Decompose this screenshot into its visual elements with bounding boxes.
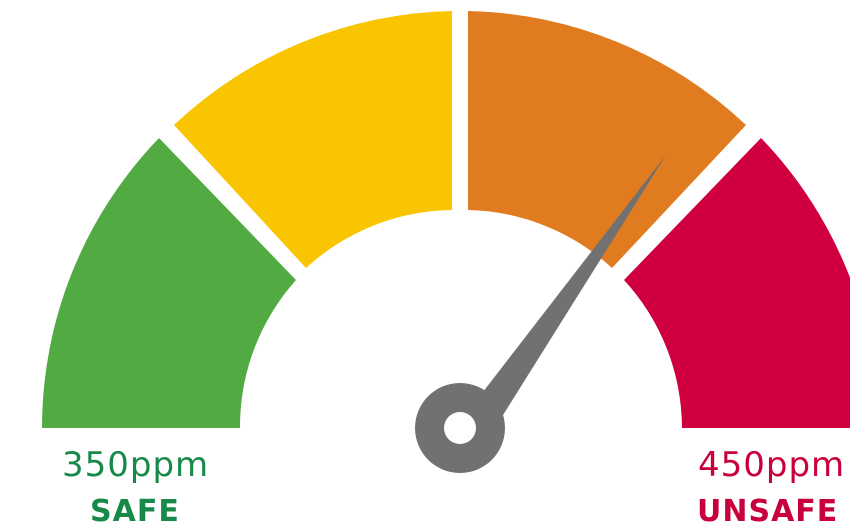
gauge-needle-hub-hole [444, 412, 476, 444]
min-status-label: SAFE [90, 494, 180, 529]
gauge-needle [469, 155, 666, 431]
gauge-zone-orange [468, 11, 746, 268]
gauge-zone-red [624, 138, 850, 428]
gauge-zone-green [42, 138, 296, 428]
max-status-label: UNSAFE [697, 494, 839, 529]
max-value-label: 450ppm [698, 445, 846, 485]
min-value-label: 350ppm [62, 445, 210, 485]
gauge-zone-yellow [174, 11, 452, 268]
